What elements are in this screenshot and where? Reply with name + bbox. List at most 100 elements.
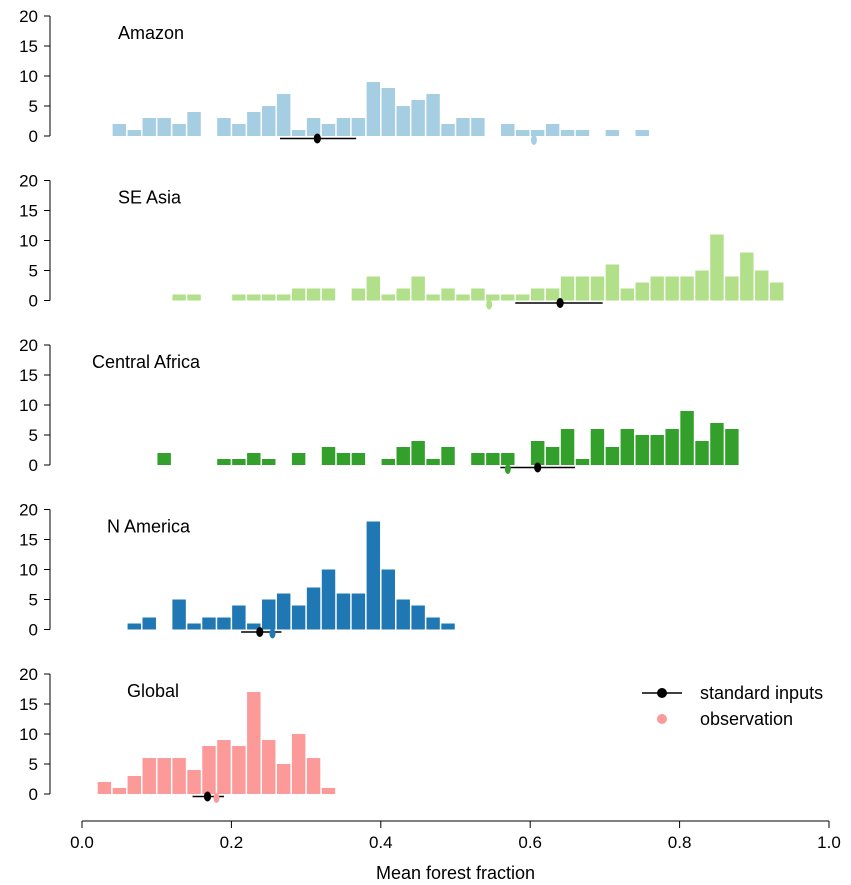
panel-title: Central Africa xyxy=(92,352,201,372)
histogram-bar xyxy=(321,447,336,465)
histogram-bar xyxy=(501,124,515,136)
histogram-bar xyxy=(112,124,127,136)
histogram-bar xyxy=(321,569,336,630)
standard-inputs-point xyxy=(534,462,542,473)
y-tick-label: 15 xyxy=(19,366,38,385)
histogram-bar xyxy=(232,124,246,136)
histogram-bar xyxy=(680,276,694,301)
y-tick-label: 0 xyxy=(29,456,38,475)
histogram-bar xyxy=(471,118,485,136)
panel-central-africa: 0 5 10 15 20 Central Africa xyxy=(19,336,739,475)
y-tick-label: 5 xyxy=(29,755,38,774)
y-tick-label: 0 xyxy=(29,292,38,311)
panel-global: 0 5 10 15 20 Global xyxy=(19,665,336,804)
histogram-bar xyxy=(441,124,455,136)
y-tick-label: 10 xyxy=(19,396,38,415)
histogram-bar xyxy=(351,118,366,136)
histogram-bar xyxy=(471,288,485,301)
histogram-bar xyxy=(426,459,440,465)
histogram-bar xyxy=(695,441,709,465)
histogram-bar xyxy=(560,429,575,465)
x-tick-label: 0.8 xyxy=(668,833,692,852)
histogram-bar xyxy=(605,264,620,301)
histogram-bar xyxy=(172,758,186,794)
histogram-bar xyxy=(605,130,620,136)
histogram-bar xyxy=(665,276,679,301)
histogram-bar xyxy=(635,435,649,465)
observation-point xyxy=(269,628,276,639)
histogram-bar xyxy=(740,252,754,301)
histogram-bar xyxy=(396,599,410,630)
histogram-bar xyxy=(710,234,724,301)
histogram-bar xyxy=(112,788,127,794)
y-tick-label: 10 xyxy=(19,561,38,580)
histogram-bar xyxy=(411,605,425,630)
histogram-bar xyxy=(276,94,291,136)
histogram-bar xyxy=(142,118,156,136)
histogram-bar xyxy=(306,118,321,136)
histogram-bar xyxy=(366,521,381,630)
histogram-bar xyxy=(530,288,545,301)
histogram-bar xyxy=(172,294,186,301)
chart-panels: 0 5 10 15 20 Amazon 0 5 10 15 20 SE Asia 0 5 10 15 20 Cen… xyxy=(19,7,784,804)
histogram-bar xyxy=(247,294,261,301)
histogram-bar xyxy=(590,429,605,465)
legend-standard-inputs-label: standard inputs xyxy=(700,683,823,703)
y-tick-label: 10 xyxy=(19,232,38,251)
histogram-bar xyxy=(560,276,575,301)
y-tick-label: 0 xyxy=(29,785,38,804)
histogram-bar xyxy=(247,692,261,794)
histogram-bar xyxy=(366,276,381,301)
histogram-bar xyxy=(306,587,321,630)
x-tick-label: 0.2 xyxy=(220,833,244,852)
histogram-bar xyxy=(635,282,649,301)
histogram-bar xyxy=(456,294,470,301)
histogram-bar xyxy=(291,605,306,630)
panel-title: SE Asia xyxy=(118,188,182,208)
panel-title: N America xyxy=(107,517,191,537)
histogram-bar xyxy=(321,288,336,301)
standard-inputs-point xyxy=(313,133,321,144)
histogram-bar xyxy=(291,288,306,301)
histogram-bar xyxy=(276,294,291,301)
x-tick-label: 0.0 xyxy=(70,833,94,852)
histogram-bar xyxy=(516,130,530,136)
histogram-bar xyxy=(217,617,231,630)
histogram-bar xyxy=(247,623,261,630)
histogram-bar xyxy=(486,294,500,301)
observation-point xyxy=(504,464,511,474)
histogram-bar xyxy=(456,118,470,136)
y-tick-label: 0 xyxy=(29,127,38,146)
histogram-bar xyxy=(680,411,694,465)
histogram-bar xyxy=(575,459,590,465)
histogram-bar xyxy=(620,429,635,465)
y-tick-label: 20 xyxy=(19,7,38,26)
histogram-bar xyxy=(187,770,201,794)
histogram-bar xyxy=(291,453,306,465)
y-tick-label: 15 xyxy=(19,695,38,714)
histogram-bar xyxy=(575,130,590,136)
histogram-bar xyxy=(321,788,336,794)
y-tick-label: 20 xyxy=(19,665,38,684)
histogram-bar xyxy=(650,276,664,301)
histogram-bar xyxy=(232,746,246,794)
histogram-bar xyxy=(441,623,455,630)
histogram-bar xyxy=(396,288,410,301)
histogram-bar xyxy=(620,288,635,301)
histogram-bar xyxy=(411,441,425,465)
histogram-bar xyxy=(142,758,156,794)
histogram-bar xyxy=(710,423,724,465)
x-tick-label: 1.0 xyxy=(817,833,841,852)
histogram-bar xyxy=(755,270,769,301)
histogram-bar xyxy=(336,593,351,630)
histogram-bar xyxy=(411,276,425,301)
histogram-bar xyxy=(336,118,351,136)
histogram-bar xyxy=(127,776,142,794)
histogram-bar xyxy=(217,118,231,136)
histogram-bar xyxy=(725,276,739,301)
histogram-bar xyxy=(262,294,276,301)
y-tick-label: 20 xyxy=(19,336,38,355)
x-axis-label: Mean forest fraction xyxy=(376,863,535,883)
histogram-bar xyxy=(262,459,276,465)
histogram-bar xyxy=(232,605,246,630)
